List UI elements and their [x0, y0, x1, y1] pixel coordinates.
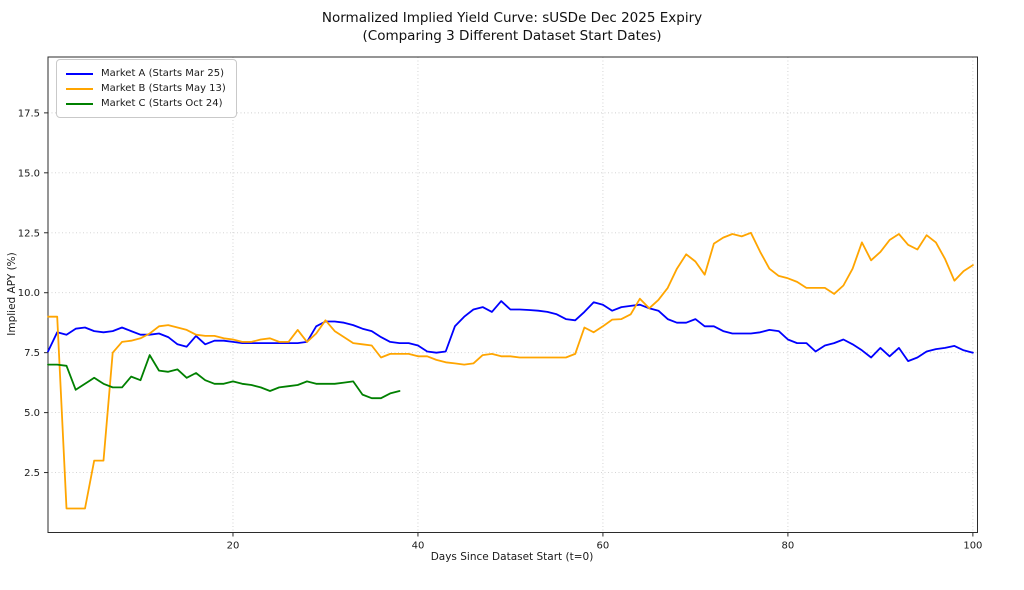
y-tick-label: 5.0: [24, 408, 40, 419]
legend-line-swatch-market-c: [66, 102, 93, 105]
x-tick-label: 60: [597, 541, 610, 552]
y-tick-label: 15.0: [18, 168, 40, 179]
y-tick-label: 10.0: [18, 288, 40, 299]
x-tick-label: 100: [963, 541, 982, 552]
legend-line-swatch-market-a: [66, 72, 93, 75]
plot-border: [47, 56, 978, 533]
legend-line-swatch-market-b: [66, 87, 93, 90]
y-tick-label: 12.5: [18, 228, 40, 239]
x-axis-label: Days Since Dataset Start (t=0): [430, 551, 594, 563]
x-tick-label: 20: [227, 541, 240, 552]
series-line-a: [47, 300, 974, 363]
series-line-b: [47, 231, 974, 510]
y-tick-label: 17.5: [18, 108, 40, 119]
chart-title-block: Normalized Implied Yield Curve: sUSDe De…: [0, 9, 1024, 45]
legend-item-market-a: Market A (Starts Mar 25): [66, 66, 226, 81]
series-line-c: [47, 354, 401, 400]
y-tick-label: 7.5: [24, 348, 40, 359]
legend-item-market-b: Market B (Starts May 13): [66, 81, 226, 96]
y-axis-label: Implied APY (%): [6, 252, 18, 336]
legend-item-market-c: Market C (Starts Oct 24): [66, 96, 226, 111]
x-tick-label: 40: [412, 541, 425, 552]
legend-label-market-b: Market B (Starts May 13): [101, 83, 226, 94]
legend-label-market-c: Market C (Starts Oct 24): [101, 98, 223, 109]
y-tick-label: 2.5: [24, 468, 40, 479]
x-tick-label: 80: [782, 541, 795, 552]
legend: Market A (Starts Mar 25) Market B (Start…: [56, 59, 237, 118]
legend-label-market-a: Market A (Starts Mar 25): [101, 68, 224, 79]
chart-subtitle: (Comparing 3 Different Dataset Start Dat…: [362, 28, 662, 44]
chart-title: Normalized Implied Yield Curve: sUSDe De…: [321, 10, 703, 26]
